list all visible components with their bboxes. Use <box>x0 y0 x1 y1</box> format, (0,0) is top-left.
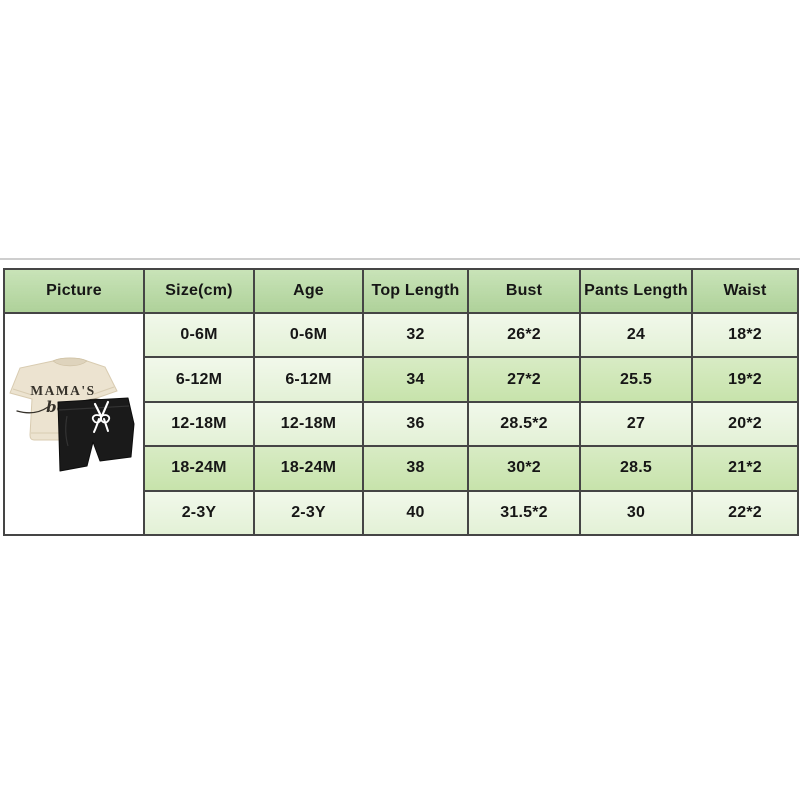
shorts-waistband-seam <box>58 405 130 411</box>
cell-age: 6-12M <box>253 356 364 403</box>
top-divider-line <box>0 258 800 260</box>
table-row: 6-12M 6-12M 34 27*2 25.5 19*2 <box>4 356 799 403</box>
cell-waist: 19*2 <box>691 356 799 403</box>
cell-age: 18-24M <box>253 445 364 492</box>
shorts-pocket-seam <box>65 415 69 447</box>
col-header-picture: Picture <box>3 268 145 314</box>
script-swash-left <box>16 406 49 414</box>
cell-size: 0-6M <box>143 311 255 359</box>
shirt-text-mamas: MAMA'S <box>30 383 95 398</box>
cell-waist: 18*2 <box>691 311 799 359</box>
cell-top-length: 38 <box>362 445 469 492</box>
cell-waist: 22*2 <box>691 489 799 537</box>
cell-waist: 21*2 <box>691 445 799 492</box>
product-photo-cell: MAMA'S boy <box>3 312 145 536</box>
cell-bust: 27*2 <box>467 356 581 403</box>
cell-pants-length: 24 <box>579 311 693 359</box>
col-header-age: Age <box>253 268 364 314</box>
cell-size: 2-3Y <box>143 489 255 537</box>
cell-pants-length: 30 <box>579 489 693 537</box>
col-header-top-length: Top Length <box>362 268 469 314</box>
shorts-shape <box>57 397 135 472</box>
cell-bust: 26*2 <box>467 311 581 359</box>
cell-pants-length: 25.5 <box>579 356 693 403</box>
cell-pants-length: 28.5 <box>579 445 693 492</box>
col-header-bust: Bust <box>467 268 581 314</box>
cell-age: 2-3Y <box>253 489 364 537</box>
cell-size: 12-18M <box>143 400 255 448</box>
sleeve-seam-left <box>12 388 33 396</box>
cell-bust: 28.5*2 <box>467 400 581 448</box>
cell-top-length: 34 <box>362 356 469 403</box>
cell-top-length: 36 <box>362 400 469 448</box>
cell-pants-length: 27 <box>579 400 693 448</box>
drawstring-strings <box>93 400 110 418</box>
cell-size: 18-24M <box>143 445 255 492</box>
header-row: Picture Size(cm) Age Top Length Bust Pan… <box>3 268 799 314</box>
col-header-pants-length: Pants Length <box>579 268 693 314</box>
cell-top-length: 32 <box>362 311 469 359</box>
cell-age: 0-6M <box>253 311 364 359</box>
drawstring-tails <box>93 418 109 433</box>
size-chart-table: Picture Size(cm) Age Top Length Bust Pan… <box>3 268 799 537</box>
cell-bust: 31.5*2 <box>467 489 581 537</box>
tshirt-collar <box>52 357 88 367</box>
sleeve-seam-right <box>93 386 115 395</box>
table-row: MAMA'S boy <box>3 311 799 536</box>
cell-age: 12-18M <box>253 400 364 448</box>
col-header-waist: Waist <box>691 268 799 314</box>
product-photo: MAMA'S boy <box>9 357 135 472</box>
cell-size: 6-12M <box>143 356 255 403</box>
cell-bust: 30*2 <box>467 445 581 492</box>
drawstring-loop-right <box>99 414 111 424</box>
table-row: 12-18M 12-18M 36 28.5*2 27 20*2 <box>4 400 799 448</box>
table-row: 2-3Y 2-3Y 40 31.5*2 30 22*2 <box>4 489 799 537</box>
table-row: 18-24M 18-24M 38 30*2 28.5 21*2 <box>4 445 799 492</box>
col-header-size: Size(cm) <box>143 268 255 314</box>
cell-waist: 20*2 <box>691 400 799 448</box>
cell-top-length: 40 <box>362 489 469 537</box>
